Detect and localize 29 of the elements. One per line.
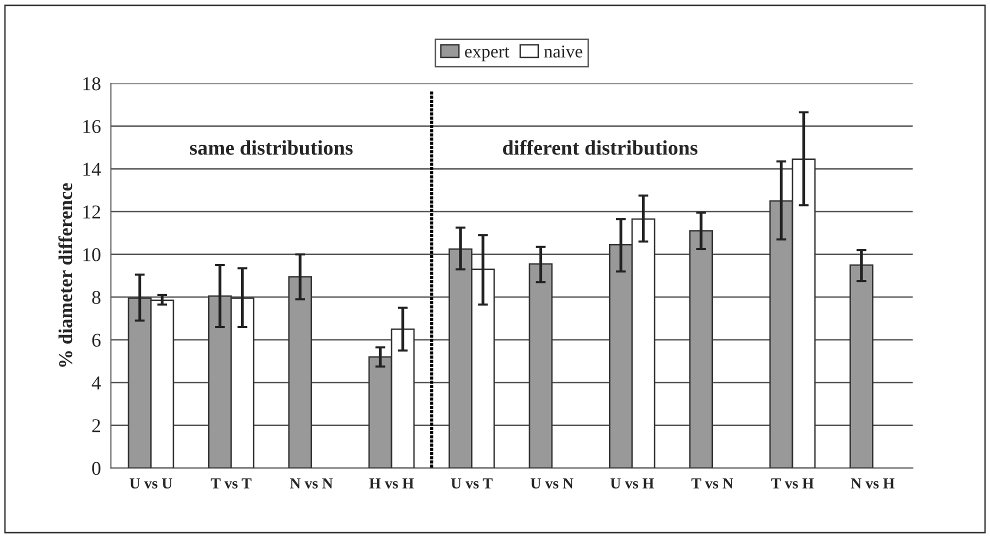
x-tick-label: U vs H <box>610 478 654 489</box>
x-tick-label: T vs N <box>691 478 734 489</box>
y-tick-label: 12 <box>83 205 100 218</box>
bar <box>689 230 713 468</box>
y-tick-label: 2 <box>92 419 100 432</box>
x-tick-label: U vs T <box>451 478 493 489</box>
y-tick-label: 14 <box>83 162 101 176</box>
y-tick-label: 0 <box>92 462 100 475</box>
y-tick-label: 4 <box>92 376 101 390</box>
bar <box>528 263 553 468</box>
x-tick-label: T vs H <box>771 478 814 489</box>
y-axis-title: % diameter difference <box>58 183 72 367</box>
y-tick-label: 18 <box>83 77 100 90</box>
legend-label: naive <box>544 45 582 58</box>
annotation: same distributions <box>190 140 353 155</box>
annotation: different distributions <box>502 140 698 155</box>
x-tick-label: U vs N <box>530 478 574 489</box>
y-tick-label: 10 <box>83 248 100 262</box>
x-tick-label: N vs H <box>850 478 894 489</box>
x-tick-label: N vs N <box>290 478 333 489</box>
y-tick-label: 8 <box>92 290 100 304</box>
x-tick-label: U vs U <box>130 478 172 489</box>
x-tick-label: T vs T <box>210 478 252 489</box>
bar <box>288 276 312 468</box>
y-tick-label: 16 <box>83 120 101 134</box>
y-tick-label: 6 <box>92 334 101 347</box>
legend-label: expert <box>465 47 510 62</box>
x-tick-label: H vs H <box>369 478 414 489</box>
bar <box>850 264 874 468</box>
